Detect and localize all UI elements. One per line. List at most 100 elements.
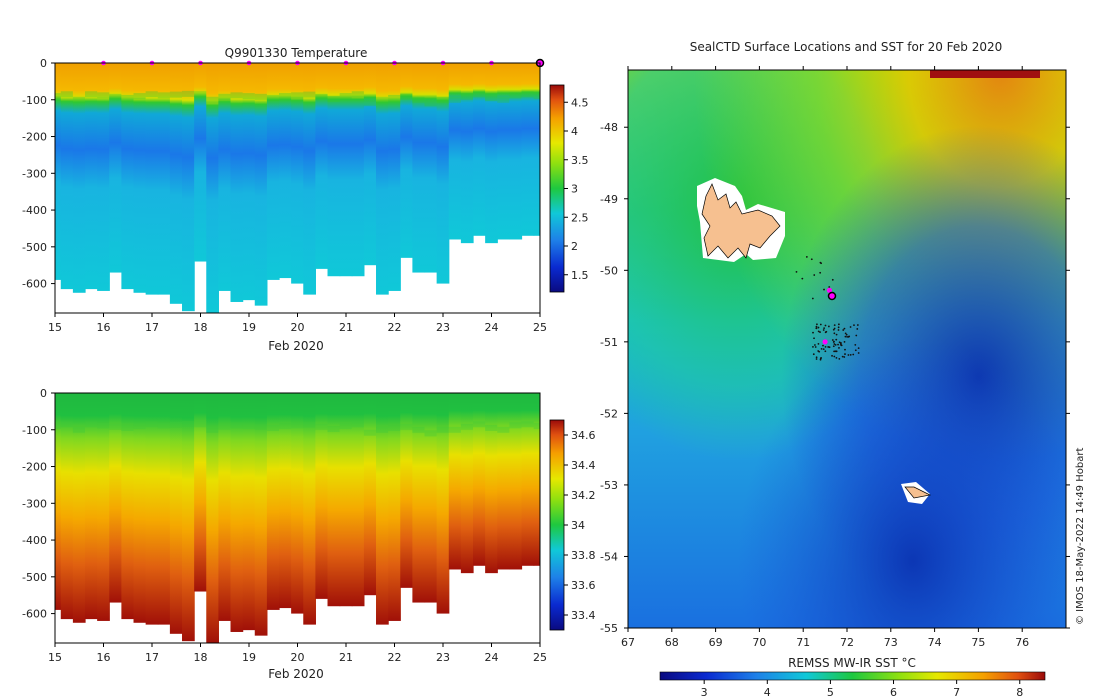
track-point	[854, 349, 857, 352]
transition-band	[121, 94, 135, 101]
x-tick-label: 24	[485, 651, 499, 664]
profile-column	[145, 63, 159, 295]
map-colorbar-label: REMSS MW-IR SST °C	[788, 656, 916, 670]
track-point	[849, 326, 852, 328]
transition-band	[509, 92, 523, 99]
x-tick-label: 16	[97, 651, 111, 664]
profile-column	[473, 393, 486, 566]
track-point	[805, 256, 808, 258]
transition-band	[121, 424, 135, 431]
profile-column	[218, 393, 232, 621]
profile-column	[145, 393, 159, 625]
profile-column	[291, 393, 304, 614]
transition-band	[412, 96, 426, 103]
profile-column	[485, 393, 498, 574]
transition-band	[388, 94, 401, 101]
track-point	[835, 338, 838, 341]
salinity-y-axis: 0 -100 -200 -300 -400 -500 -600	[22, 387, 55, 621]
transition-band	[133, 423, 147, 430]
track-point	[845, 333, 848, 336]
track-point	[810, 258, 813, 261]
colorbar-tick-label: 33.4	[571, 609, 596, 622]
transition-band	[497, 96, 510, 103]
transition-band	[363, 429, 377, 436]
transition-band	[145, 421, 159, 428]
transition-band	[388, 424, 401, 431]
profile-column	[400, 393, 413, 588]
track-point	[834, 350, 837, 353]
track-point	[812, 353, 815, 356]
track-point	[847, 354, 850, 356]
seal-track-points	[795, 256, 860, 361]
copyright-notice: © IMOS 18-May-2022 14:49 Hobart	[1075, 448, 1086, 625]
profile-column	[182, 63, 195, 312]
x-tick-label: 18	[194, 321, 208, 334]
salinity-columns	[55, 393, 540, 643]
profile-column	[194, 393, 207, 592]
track-point	[817, 342, 820, 345]
profile-column	[376, 393, 389, 625]
profile-column	[436, 393, 450, 614]
transition-band	[291, 92, 304, 99]
track-point	[853, 324, 855, 326]
track-point	[835, 356, 838, 359]
transition-band	[339, 423, 353, 430]
track-point	[815, 356, 818, 359]
profile-column	[473, 63, 486, 236]
track-point	[813, 337, 815, 340]
y-tick-label: -600	[22, 278, 47, 291]
track-point	[844, 335, 847, 338]
sst-map-panel: SealCTD Surface Locations and SST for 20…	[600, 40, 1070, 699]
colorbar-tick-label: 34.2	[571, 489, 596, 502]
profile-column	[242, 63, 256, 301]
transition-band	[194, 421, 207, 428]
profile-column	[460, 393, 474, 574]
map-y-tick-label: -51	[600, 336, 618, 349]
transition-band	[327, 426, 341, 433]
transition-band	[448, 426, 462, 433]
track-point	[820, 347, 823, 350]
profile-column	[266, 393, 280, 610]
profile-column	[169, 393, 183, 634]
transition-band	[206, 426, 219, 433]
transition-band	[424, 430, 438, 437]
transition-band	[400, 93, 413, 100]
transition-band	[60, 421, 74, 428]
track-point	[822, 344, 824, 347]
track-point	[831, 339, 834, 341]
seal-location-highlight	[827, 291, 837, 301]
track-point	[824, 324, 827, 327]
profile-column	[509, 393, 523, 570]
track-point	[824, 345, 827, 348]
track-point	[815, 358, 818, 360]
track-point	[835, 333, 838, 336]
heard-landmass	[904, 486, 932, 499]
transition-band	[448, 96, 462, 103]
track-point	[841, 355, 844, 358]
y-tick-label: -600	[22, 608, 47, 621]
profile-column	[291, 63, 304, 284]
y-tick-label: -500	[22, 571, 47, 584]
transition-band	[97, 422, 110, 429]
profile-column	[497, 63, 510, 240]
x-tick-label: 19	[242, 321, 256, 334]
track-point	[832, 341, 835, 343]
track-point	[824, 350, 827, 353]
profile-column	[400, 63, 413, 258]
salinity-colorbar-ticks: 33.4 33.6 33.8 34 34.2 34.4 34.6	[564, 429, 596, 622]
profile-column	[533, 63, 540, 236]
transition-band	[279, 423, 292, 430]
track-point	[817, 330, 820, 333]
map-colorbar-tick-label: 6	[890, 686, 897, 699]
colorbar-tick-label: 2	[571, 240, 578, 253]
track-point	[812, 331, 814, 334]
map-y-tick-label: -54	[600, 550, 618, 563]
track-point	[831, 278, 834, 281]
track-point	[844, 332, 847, 335]
track-point	[823, 288, 825, 291]
map-colorbar-tick-label: 5	[827, 686, 834, 699]
track-point	[816, 323, 818, 326]
map-x-tick-label: 76	[1015, 636, 1029, 649]
x-tick-label: 25	[533, 651, 547, 664]
map-x-tick-label: 71	[796, 636, 810, 649]
